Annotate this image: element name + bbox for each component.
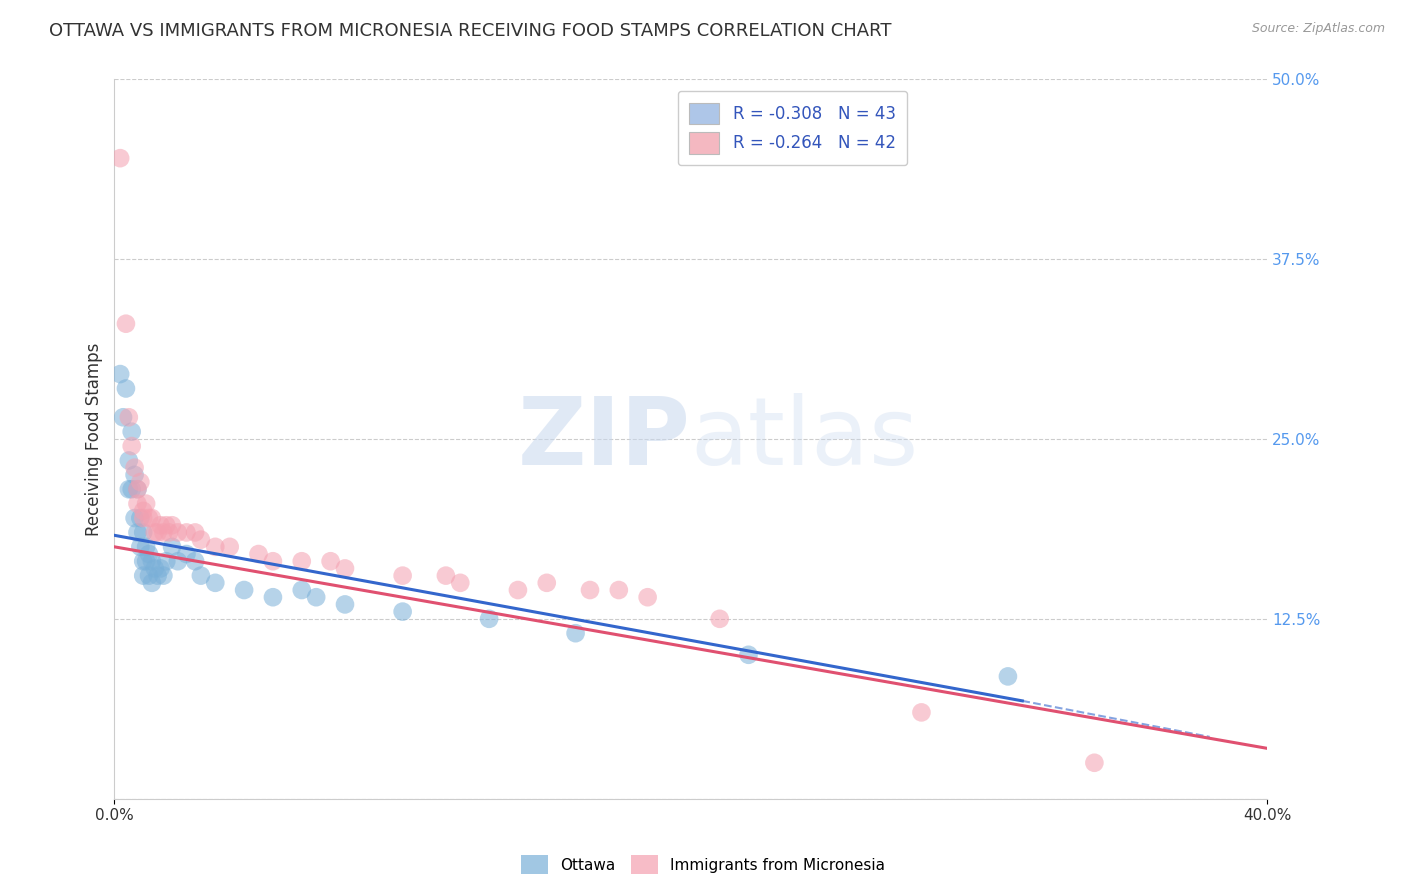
Point: [127, 497, 149, 511]
Point: [152, 525, 174, 540]
Point: [118, 482, 141, 496]
Point: [118, 410, 141, 425]
Point: [132, 525, 155, 540]
Point: [115, 382, 138, 396]
Point: [138, 511, 160, 525]
Legend: R = -0.308   N = 43, R = -0.264   N = 42: R = -0.308 N = 43, R = -0.264 N = 42: [678, 91, 907, 165]
Point: [132, 568, 155, 582]
Point: [204, 540, 226, 554]
Point: [1083, 756, 1105, 770]
Point: [132, 504, 155, 518]
Point: [129, 475, 152, 489]
Point: [146, 568, 169, 582]
Point: [141, 575, 163, 590]
Point: [118, 453, 141, 467]
Point: [121, 439, 143, 453]
Point: [319, 554, 342, 568]
Point: [291, 582, 314, 597]
Point: [333, 598, 356, 612]
Point: [132, 511, 155, 525]
Text: Source: ZipAtlas.com: Source: ZipAtlas.com: [1251, 22, 1385, 36]
Point: [536, 575, 558, 590]
Point: [155, 518, 177, 533]
Point: [146, 525, 169, 540]
Point: [166, 554, 188, 568]
Point: [449, 575, 471, 590]
Point: [127, 482, 149, 496]
Text: OTTAWA VS IMMIGRANTS FROM MICRONESIA RECEIVING FOOD STAMPS CORRELATION CHART: OTTAWA VS IMMIGRANTS FROM MICRONESIA REC…: [49, 22, 891, 40]
Point: [184, 554, 207, 568]
Point: [155, 554, 177, 568]
Point: [121, 425, 143, 439]
Point: [291, 554, 314, 568]
Point: [124, 467, 146, 482]
Point: [152, 568, 174, 582]
Point: [124, 460, 146, 475]
Point: [997, 669, 1019, 683]
Y-axis label: Receiving Food Stamps: Receiving Food Stamps: [86, 343, 103, 535]
Point: [135, 554, 157, 568]
Point: [108, 367, 131, 381]
Point: [166, 525, 188, 540]
Point: [333, 561, 356, 575]
Point: [910, 706, 932, 720]
Point: [262, 554, 284, 568]
Point: [391, 568, 413, 582]
Point: [141, 511, 163, 525]
Point: [157, 525, 180, 540]
Point: [160, 540, 183, 554]
Point: [391, 605, 413, 619]
Point: [709, 612, 731, 626]
Point: [115, 317, 138, 331]
Point: [132, 554, 155, 568]
Point: [478, 612, 501, 626]
Point: [143, 525, 166, 540]
Point: [190, 533, 212, 547]
Point: [135, 497, 157, 511]
Point: [434, 568, 457, 582]
Point: [127, 482, 149, 496]
Text: atlas: atlas: [690, 392, 920, 485]
Point: [141, 554, 163, 568]
Point: [108, 151, 131, 165]
Legend: Ottawa, Immigrants from Micronesia: Ottawa, Immigrants from Micronesia: [515, 849, 891, 880]
Point: [305, 591, 328, 605]
Point: [233, 582, 256, 597]
Point: [129, 540, 152, 554]
Point: [138, 568, 160, 582]
Point: [262, 591, 284, 605]
Point: [149, 518, 172, 533]
Point: [579, 582, 602, 597]
Point: [129, 511, 152, 525]
Point: [204, 575, 226, 590]
Point: [247, 547, 270, 561]
Point: [607, 582, 630, 597]
Point: [160, 518, 183, 533]
Point: [124, 511, 146, 525]
Text: ZIP: ZIP: [517, 392, 690, 485]
Point: [564, 626, 586, 640]
Point: [737, 648, 759, 662]
Point: [176, 525, 198, 540]
Point: [176, 547, 198, 561]
Point: [637, 591, 659, 605]
Point: [184, 525, 207, 540]
Point: [143, 561, 166, 575]
Point: [506, 582, 529, 597]
Point: [218, 540, 240, 554]
Point: [121, 482, 143, 496]
Point: [135, 540, 157, 554]
Point: [149, 561, 172, 575]
Point: [190, 568, 212, 582]
Point: [127, 525, 149, 540]
Point: [112, 410, 135, 425]
Point: [138, 547, 160, 561]
